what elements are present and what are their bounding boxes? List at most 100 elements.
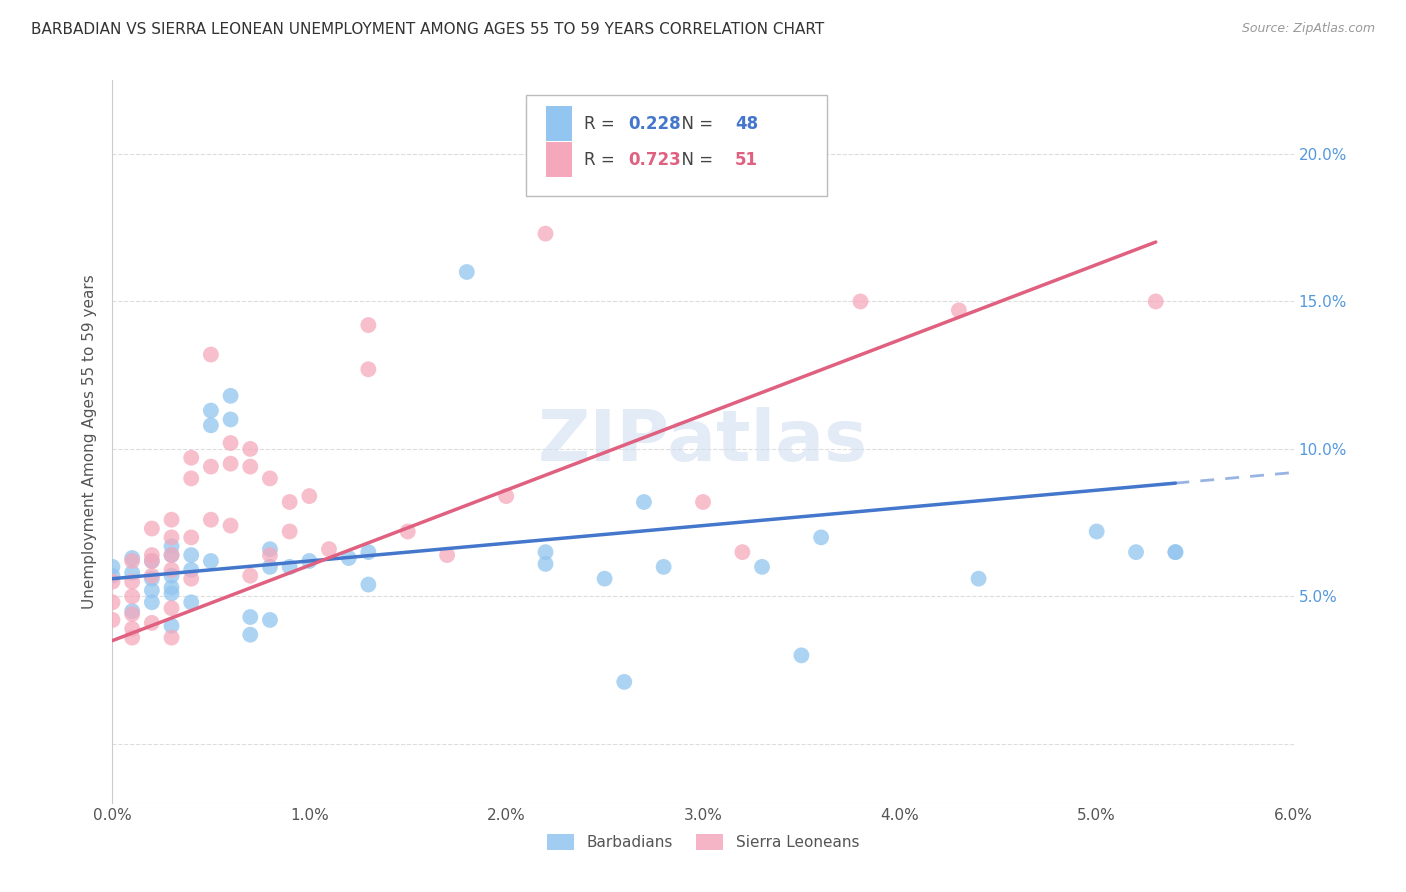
Text: 48: 48 [735,115,758,133]
Point [160,601,183,615]
FancyBboxPatch shape [546,143,572,178]
Point [967,572,990,586]
Text: ZIPatlas: ZIPatlas [538,407,868,476]
Point [141,572,163,586]
Point [121,604,143,618]
Point [456,265,478,279]
Point [121,631,143,645]
Point [259,613,281,627]
Point [160,530,183,544]
Text: 51: 51 [735,151,758,169]
Point [298,489,321,503]
Point [180,471,202,485]
Text: 0.723: 0.723 [628,151,682,169]
Point [180,572,202,586]
Point [1144,294,1167,309]
Point [121,622,143,636]
Point [357,577,380,591]
Point [357,318,380,332]
Point [180,548,202,562]
Point [357,362,380,376]
Point [200,554,222,568]
Text: R =: R = [583,115,620,133]
Point [101,595,124,609]
Point [200,459,222,474]
Point [239,442,262,456]
Point [593,572,616,586]
Point [200,513,222,527]
Point [613,674,636,689]
Point [180,595,202,609]
Point [318,542,340,557]
Point [141,595,163,609]
Point [219,412,242,426]
Point [239,610,262,624]
Point [180,563,202,577]
Point [101,560,124,574]
Point [534,227,557,241]
Text: N =: N = [671,151,718,169]
Point [101,574,124,589]
Point [534,545,557,559]
Point [160,581,183,595]
Point [948,303,970,318]
Point [436,548,458,562]
Point [357,545,380,559]
Point [633,495,655,509]
Point [141,554,163,568]
Point [141,583,163,598]
Point [141,615,163,630]
Point [141,554,163,568]
FancyBboxPatch shape [526,95,827,196]
Point [278,560,301,574]
Point [141,568,163,582]
Text: N =: N = [671,115,718,133]
Text: R =: R = [583,151,620,169]
Point [259,548,281,562]
Point [200,418,222,433]
Point [849,294,872,309]
Point [121,554,143,568]
Point [160,586,183,600]
Point [1164,545,1187,559]
Point [810,530,832,544]
Point [121,607,143,621]
Point [731,545,754,559]
Point [337,551,360,566]
Point [141,548,163,562]
Point [751,560,773,574]
Point [180,530,202,544]
Point [396,524,419,539]
Point [239,628,262,642]
Point [692,495,714,509]
Point [278,495,301,509]
Point [259,542,281,557]
Point [101,613,124,627]
Point [160,513,183,527]
FancyBboxPatch shape [546,106,572,141]
Point [141,522,163,536]
Point [495,489,517,503]
Point [790,648,813,663]
Point [160,539,183,553]
Point [534,557,557,571]
Point [160,548,183,562]
Point [101,568,124,582]
Point [278,524,301,539]
Point [219,457,242,471]
Text: 0.228: 0.228 [628,115,682,133]
Point [652,560,675,574]
Point [160,548,183,562]
Point [259,560,281,574]
Point [121,590,143,604]
Point [121,566,143,580]
Point [259,471,281,485]
Legend: Barbadians, Sierra Leoneans: Barbadians, Sierra Leoneans [541,829,865,856]
Point [219,389,242,403]
Y-axis label: Unemployment Among Ages 55 to 59 years: Unemployment Among Ages 55 to 59 years [82,274,97,609]
Point [160,563,183,577]
Point [298,554,321,568]
Point [121,551,143,566]
Point [160,631,183,645]
Point [593,170,616,185]
